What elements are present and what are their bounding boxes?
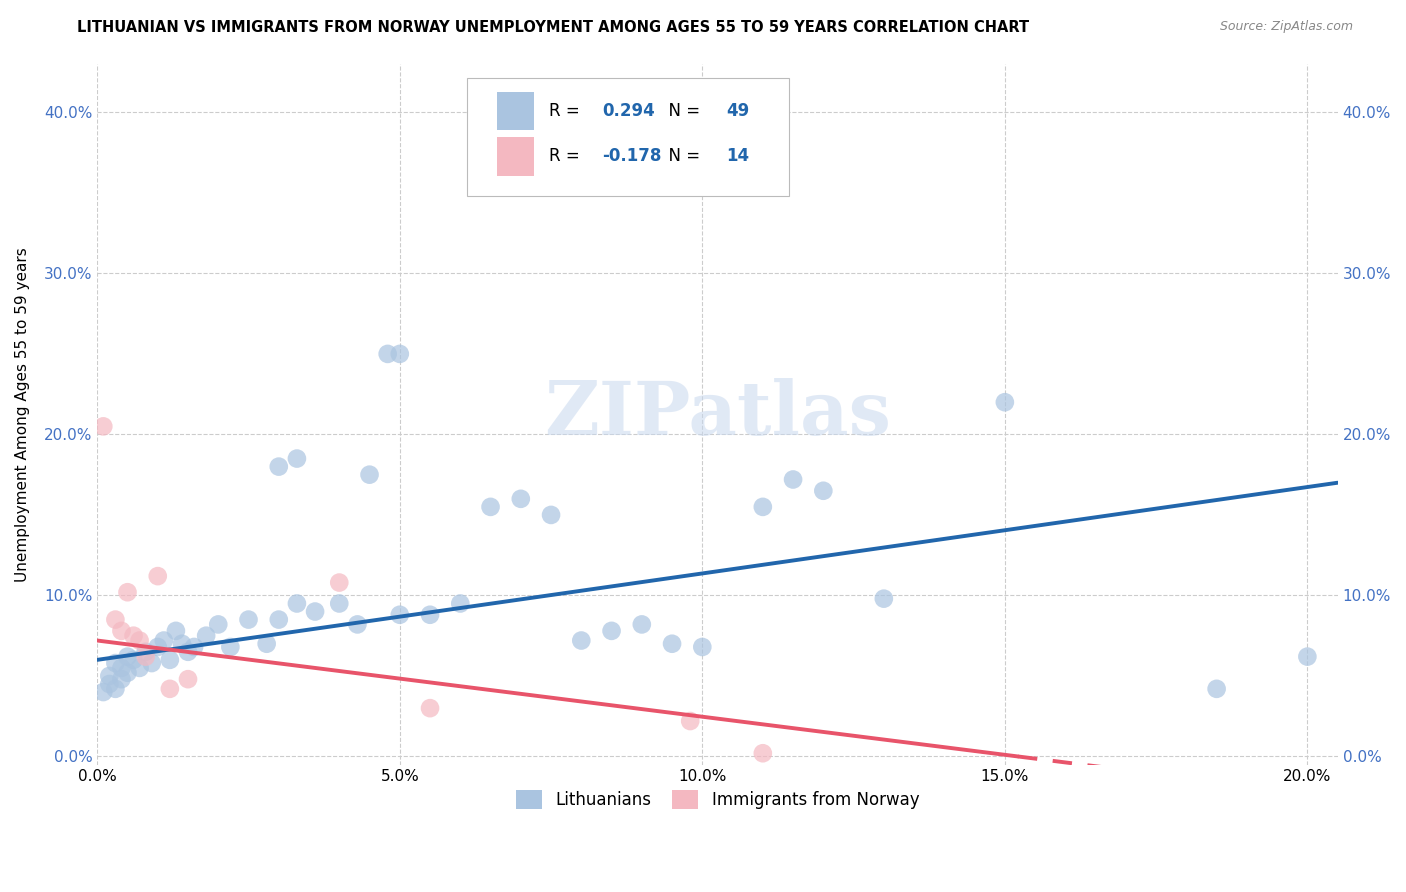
FancyBboxPatch shape [467,78,789,195]
Point [1205,681,1227,696]
Point [285,597,308,611]
Text: 0.294: 0.294 [602,102,655,120]
Point [782,473,804,487]
Text: N =: N = [658,147,706,165]
Point [752,746,775,760]
Point [91,685,114,699]
Point [117,665,139,680]
Point [267,613,290,627]
Text: 14: 14 [725,147,749,165]
Text: N =: N = [658,102,706,120]
Point [104,656,127,670]
Point [183,640,205,654]
Y-axis label: Unemployment Among Ages 55 to 59 years: Unemployment Among Ages 55 to 59 years [15,247,30,582]
Point [377,347,399,361]
Point [219,640,242,654]
Point [128,633,150,648]
Point [661,637,683,651]
Point [91,419,114,434]
Point [994,395,1017,409]
Point [98,669,121,683]
Point [122,629,145,643]
Point [679,714,702,728]
Point [117,649,139,664]
Point [146,569,169,583]
Point [1296,649,1319,664]
Point [328,575,350,590]
Point [177,672,200,686]
Point [388,347,411,361]
Point [122,653,145,667]
Text: R =: R = [548,102,585,120]
Point [813,483,835,498]
Point [540,508,562,522]
Point [195,629,218,643]
Point [692,640,714,654]
Legend: Lithuanians, Immigrants from Norway: Lithuanians, Immigrants from Norway [509,783,927,815]
Point [146,640,169,654]
Text: -0.178: -0.178 [602,147,661,165]
Point [388,607,411,622]
Text: Source: ZipAtlas.com: Source: ZipAtlas.com [1219,20,1353,33]
Point [177,645,200,659]
Point [256,637,278,651]
Point [170,637,193,651]
Text: LITHUANIAN VS IMMIGRANTS FROM NORWAY UNEMPLOYMENT AMONG AGES 55 TO 59 YEARS CORR: LITHUANIAN VS IMMIGRANTS FROM NORWAY UNE… [77,20,1029,35]
Point [141,656,163,670]
Point [267,459,290,474]
Point [159,681,181,696]
Point [153,633,176,648]
Point [285,451,308,466]
Point [328,597,350,611]
Text: 49: 49 [725,102,749,120]
Point [449,597,471,611]
Text: ZIPatlas: ZIPatlas [544,378,891,450]
Point [419,607,441,622]
Point [110,624,132,638]
Point [752,500,775,514]
Point [569,633,592,648]
Point [159,653,181,667]
Point [104,613,127,627]
FancyBboxPatch shape [496,137,534,176]
Point [110,672,132,686]
Point [165,624,187,638]
Point [238,613,260,627]
FancyBboxPatch shape [496,92,534,130]
Point [479,500,502,514]
Point [104,681,127,696]
Point [346,617,368,632]
Point [135,645,157,659]
Point [600,624,623,638]
Point [359,467,381,482]
Point [135,649,157,664]
Point [419,701,441,715]
Point [509,491,531,506]
Point [110,661,132,675]
Point [630,617,652,632]
Point [873,591,896,606]
Point [207,617,229,632]
Point [128,661,150,675]
Point [304,605,326,619]
Point [98,677,121,691]
Point [117,585,139,599]
Text: R =: R = [548,147,585,165]
